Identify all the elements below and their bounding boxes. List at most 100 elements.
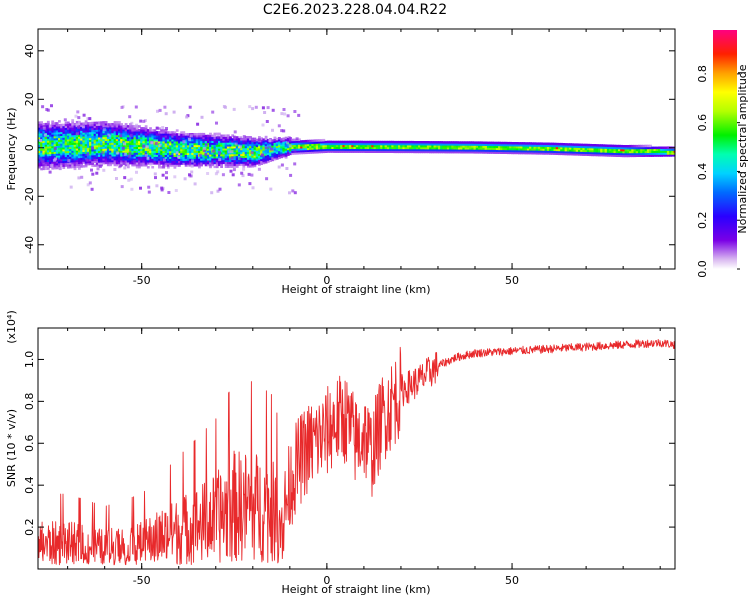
spectrogram-cell — [664, 146, 668, 149]
spectrogram-cell — [38, 131, 41, 134]
spectrogram-cell — [573, 147, 577, 150]
spectrogram-cell — [100, 132, 103, 136]
spectrogram-cell — [660, 150, 663, 153]
spectrogram-cell — [135, 148, 139, 151]
spectrogram-cell — [46, 120, 50, 124]
spectrogram-cell — [169, 156, 172, 159]
spectrogram-cell — [309, 151, 312, 154]
spectrogram-cell — [82, 132, 86, 135]
spectrogram-cell — [182, 148, 186, 152]
spectrogram-cell — [502, 149, 506, 153]
spectrogram-cell — [104, 150, 108, 153]
spectrogram-cell — [140, 156, 143, 159]
spectrogram-cell — [393, 146, 397, 150]
spectrogram-cell — [62, 150, 66, 154]
spectrogram-cell — [255, 138, 259, 142]
spectrogram-cell — [166, 144, 170, 148]
spectrogram-cell — [120, 146, 123, 149]
spectrogram-cell — [93, 141, 97, 144]
spectrogram-cell — [282, 145, 286, 148]
spectrogram-cell — [115, 146, 119, 149]
spectrogram-cell — [78, 128, 81, 131]
spectrogram-cell — [80, 140, 83, 143]
spectrogram-cell — [664, 150, 668, 153]
spectrogram-cell — [533, 144, 537, 147]
spectrogram-cell — [135, 127, 139, 130]
spectrogram-cell — [135, 150, 139, 153]
spectrogram-cell — [133, 158, 137, 161]
spectrogram-cell — [129, 125, 132, 128]
spectrogram-cell — [409, 148, 412, 152]
spectrogram-cell — [444, 147, 448, 150]
spectrogram-cell — [478, 143, 481, 146]
spectrogram-cell — [160, 158, 163, 161]
spectrogram-cell — [173, 164, 177, 167]
spectrogram-cell — [93, 145, 97, 148]
spectrogram-cell — [118, 148, 121, 151]
spectrogram-cell — [42, 163, 46, 167]
spectrogram-cell — [149, 150, 152, 153]
spectrogram-cell — [42, 128, 46, 132]
spectrogram-cell — [106, 136, 110, 139]
spectrogram-cell — [182, 133, 186, 136]
spectrogram-cell — [535, 152, 539, 155]
spectrogram-cell — [442, 150, 446, 154]
spectrogram-cell — [258, 151, 261, 155]
spectrogram-cell — [95, 123, 99, 126]
spectrogram-cell — [344, 144, 348, 148]
spectrogram-speck — [203, 147, 207, 150]
spectrogram-cell — [624, 152, 628, 156]
spectrogram-cell — [113, 136, 117, 140]
spectrogram-cell — [342, 146, 346, 149]
spectrogram-cell — [191, 138, 195, 142]
spectrogram-cell — [53, 124, 57, 127]
spectrogram-cell — [242, 149, 246, 153]
spectrogram-cell — [333, 142, 337, 146]
spectrogram-cell — [373, 148, 377, 151]
spectrogram-cell — [66, 148, 70, 152]
spectrogram-cell — [213, 154, 217, 157]
spectrogram-cell — [158, 164, 161, 167]
spectrogram-cell — [138, 129, 141, 132]
spectrogram-speck — [196, 122, 200, 126]
spectrogram-cell — [366, 142, 370, 146]
spectrogram-cell — [555, 148, 559, 152]
spectrogram-cell — [540, 146, 543, 149]
spectrogram-cell — [95, 141, 99, 144]
spectrogram-cell — [200, 150, 203, 153]
spectrogram-cell — [49, 159, 52, 162]
spectrogram-cell — [424, 141, 428, 144]
spectrogram-cell — [149, 131, 152, 134]
spectrogram-cell — [91, 131, 95, 134]
spectrogram-cell — [295, 142, 299, 145]
spectrogram-cell — [562, 145, 566, 148]
spectrogram-cell — [189, 158, 192, 161]
spectrogram-cell — [220, 140, 223, 143]
spectrogram-speck — [283, 112, 287, 116]
spectrogram-cell — [624, 148, 628, 152]
spectrogram-cell — [244, 136, 248, 139]
spectrogram-cell — [162, 154, 166, 157]
spectrogram-cell — [246, 143, 250, 147]
spectrogram-cell — [638, 144, 641, 148]
spectrogram-cell — [480, 151, 483, 154]
spectrogram-ylabel: Frequency (Hz) — [5, 108, 18, 191]
spectrogram-cell — [289, 141, 292, 144]
spectrogram-cell — [89, 155, 92, 158]
spectrogram-cell — [44, 157, 48, 161]
spectrogram-cell — [629, 144, 632, 148]
spectrogram-cell — [529, 144, 532, 147]
spectrogram-cell — [442, 141, 446, 144]
spectrogram-cell — [91, 123, 95, 127]
spectrogram-cell — [658, 150, 661, 153]
spectrogram-cell — [149, 146, 152, 150]
spectrogram-cell — [309, 143, 312, 147]
spectrogram-cell — [571, 149, 575, 152]
spectrogram-cell — [486, 151, 490, 154]
spectrogram-cell — [313, 145, 317, 148]
spectrogram-cell — [393, 150, 397, 154]
spectrogram-cell — [162, 138, 166, 142]
spectrogram-cell — [544, 144, 548, 147]
spectrogram-cell — [529, 148, 532, 151]
spectrogram-cell — [202, 138, 206, 142]
